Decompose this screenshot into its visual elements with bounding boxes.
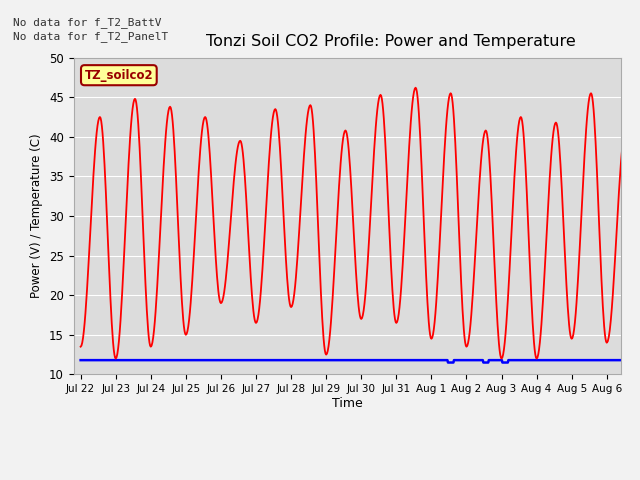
CR23X Voltage	[444, 360, 452, 365]
CR23X Voltage	[620, 357, 628, 363]
CR23X Temperature	[622, 124, 630, 130]
Text: No data for f_T2_BattV: No data for f_T2_BattV	[13, 17, 161, 28]
CR23X Temperature	[297, 203, 305, 209]
CR23X Temperature	[127, 123, 135, 129]
Line: CR23X Temperature: CR23X Temperature	[81, 88, 626, 359]
CR23X Voltage	[501, 360, 509, 365]
CR23X Voltage	[511, 357, 519, 363]
CR23X Temperature	[112, 356, 120, 361]
X-axis label: Time: Time	[332, 397, 363, 410]
Line: CR23X Voltage: CR23X Voltage	[81, 360, 624, 362]
CR23X Temperature	[77, 344, 84, 349]
CR23X Temperature	[461, 339, 469, 345]
CR23X Temperature	[412, 85, 419, 91]
CR23X Temperature	[300, 153, 308, 158]
CR23X Voltage	[132, 357, 140, 363]
Text: TZ_soilco2: TZ_soilco2	[84, 69, 153, 82]
CR23X Voltage	[77, 357, 84, 363]
CR23X Temperature	[374, 100, 382, 106]
CR23X Voltage	[316, 357, 324, 363]
CR23X Temperature	[323, 352, 330, 358]
Title: Tonzi Soil CO2 Profile: Power and Temperature: Tonzi Soil CO2 Profile: Power and Temper…	[206, 35, 576, 49]
CR23X Voltage	[451, 357, 458, 363]
Y-axis label: Power (V) / Temperature (C): Power (V) / Temperature (C)	[31, 134, 44, 298]
Text: No data for f_T2_PanelT: No data for f_T2_PanelT	[13, 31, 168, 42]
CR23X Voltage	[297, 357, 305, 363]
